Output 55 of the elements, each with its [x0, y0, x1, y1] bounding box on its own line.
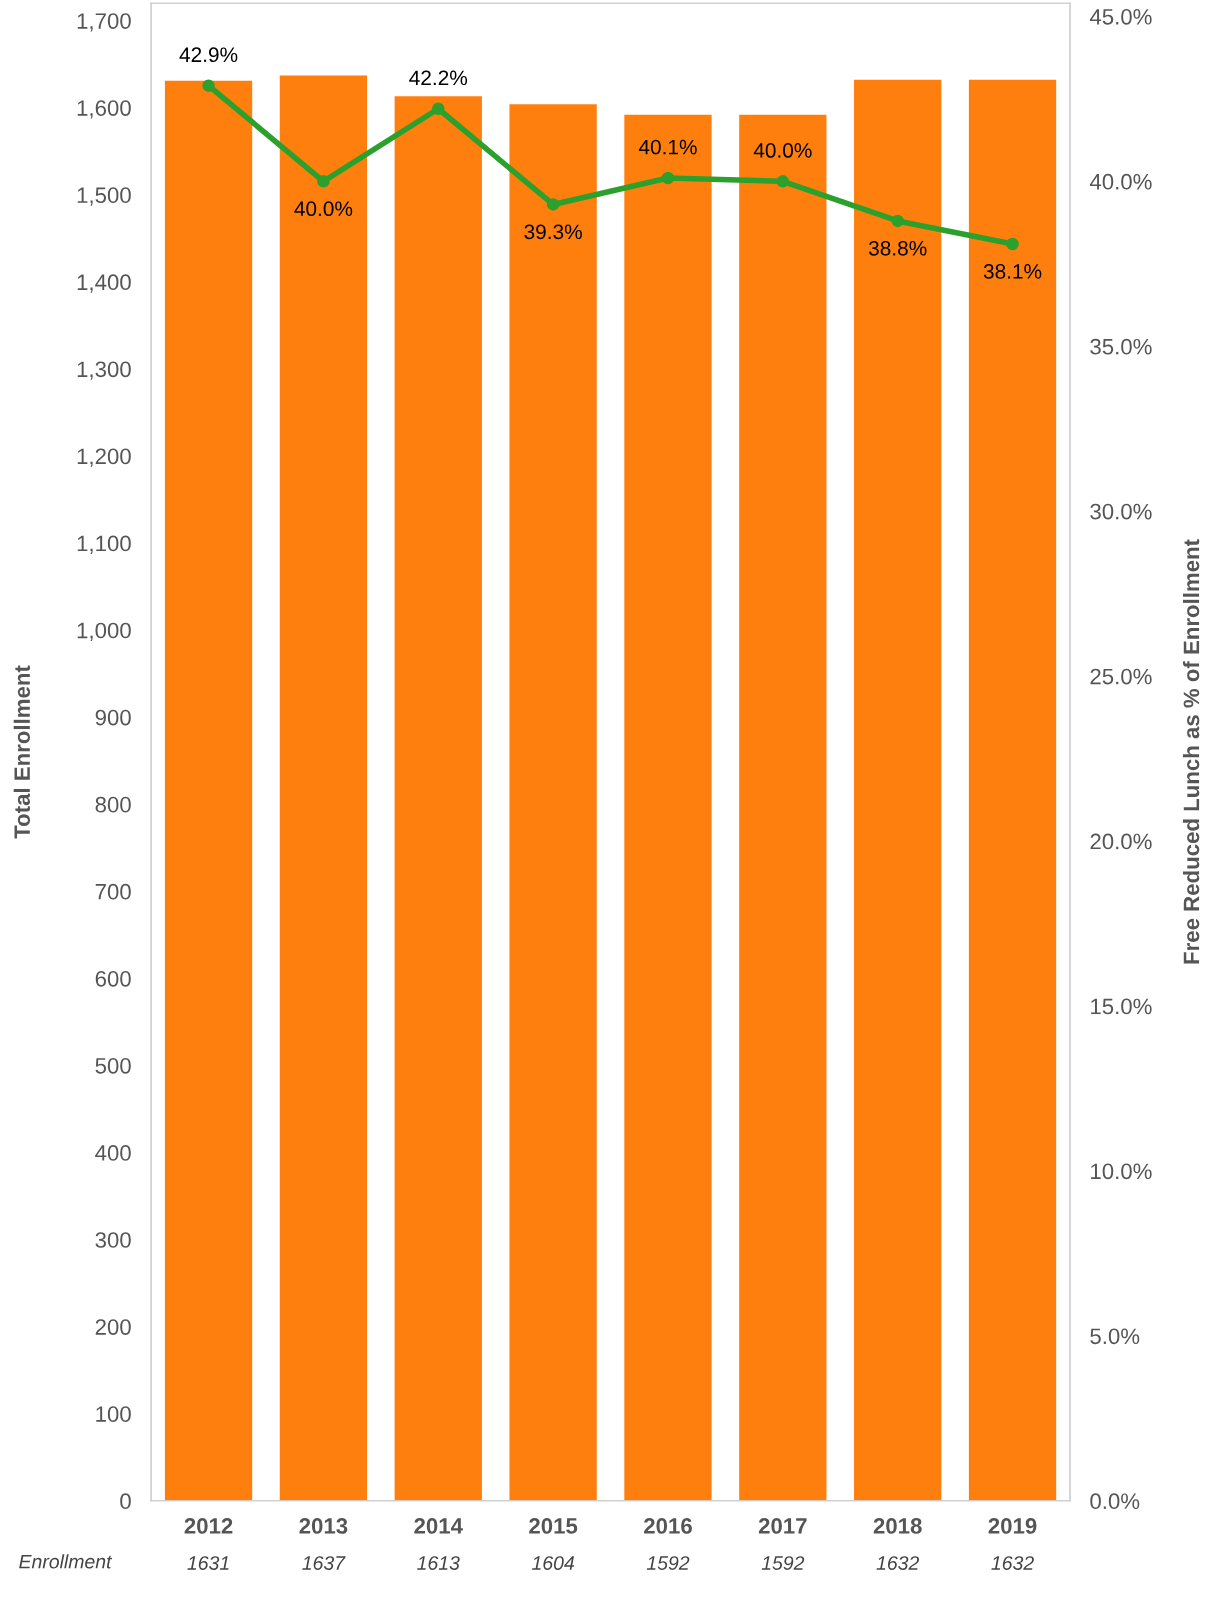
data-label: 39.3% — [524, 224, 582, 240]
data-label: 1592 — [646, 1556, 690, 1570]
y2-tick-label: 40.0% — [1089, 173, 1152, 190]
y2-tick-label: 0.0% — [1090, 1493, 1140, 1510]
data-label: 40.0% — [753, 143, 812, 158]
y2-axis-title: Free Reduced Lunch as % of Enrollment — [1182, 539, 1200, 964]
y-tick-label: 1,700 — [77, 13, 131, 32]
x-tick-label: 2012 — [184, 1518, 233, 1534]
y-axis-title: Total Enrollment — [13, 665, 31, 839]
data-label: 1632 — [991, 1556, 1034, 1570]
x-tick-label: 2014 — [414, 1518, 463, 1534]
y-tick-label: 1,000 — [77, 622, 131, 641]
y-tick-label: 1,400 — [77, 274, 131, 293]
y-tick-label: 1,600 — [77, 100, 131, 119]
data-label: 40.0% — [294, 201, 353, 217]
y-tick-label: 0 — [120, 1493, 131, 1510]
data-label: 38.8% — [868, 240, 927, 256]
x-tick-label: 2019 — [988, 1518, 1037, 1534]
y-tick-label: 700 — [95, 883, 131, 900]
data-label: 42.9% — [179, 47, 238, 63]
y-tick-label: 500 — [95, 1057, 131, 1074]
y-tick-label: 1,300 — [77, 361, 131, 380]
data-label: 38.1% — [983, 264, 1042, 279]
x-tick-label: 2016 — [644, 1518, 692, 1534]
y-tick-label: 300 — [95, 1232, 131, 1248]
y2-tick-label: 35.0% — [1090, 338, 1152, 355]
data-label: 1632 — [876, 1556, 920, 1570]
y2-tick-label: 15.0% — [1091, 998, 1152, 1015]
data-label: 1631 — [187, 1556, 229, 1570]
y-tick-label: 200 — [95, 1319, 131, 1335]
y-tick-label: 400 — [95, 1145, 131, 1161]
data-label: 1592 — [761, 1556, 805, 1570]
y2-tick-label: 20.0% — [1090, 833, 1152, 850]
y2-tick-label: 30.0% — [1090, 503, 1152, 520]
y2-tick-label: 45.0% — [1089, 8, 1152, 25]
y-tick-label: 1,100 — [77, 535, 131, 554]
y-tick-label: 1,200 — [77, 448, 131, 467]
y2-tick-label: 25.0% — [1090, 668, 1152, 685]
y-tick-label: 1,500 — [77, 187, 131, 206]
y-tick-label: 900 — [95, 709, 131, 726]
y-tick-label: 100 — [96, 1406, 131, 1422]
data-label: 40.1% — [638, 139, 697, 155]
x-tick-label: 2015 — [529, 1518, 578, 1534]
y-tick-label: 800 — [95, 796, 131, 813]
y-tick-label: 600 — [95, 970, 131, 987]
x-tick-label: 2017 — [758, 1518, 807, 1534]
text: Enrollment — [19, 1554, 113, 1569]
x-tick-label: 2018 — [873, 1518, 922, 1534]
data-label: 1604 — [532, 1556, 575, 1570]
data-label: 1637 — [302, 1556, 346, 1570]
x-tick-label: 2013 — [299, 1518, 348, 1534]
y2-tick-label: 10.0% — [1091, 1163, 1152, 1180]
data-label: 42.2% — [409, 70, 468, 86]
data-label: 1613 — [417, 1556, 460, 1570]
y2-tick-label: 5.0% — [1090, 1328, 1140, 1345]
